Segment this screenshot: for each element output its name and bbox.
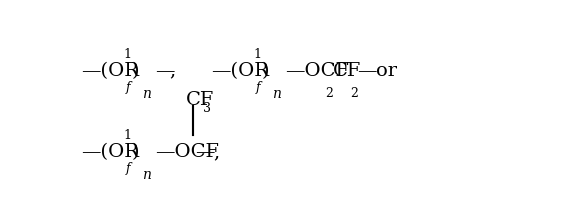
- Text: —OCF: —OCF: [285, 62, 349, 80]
- Text: or: or: [376, 62, 398, 80]
- Text: —: —: [195, 143, 215, 161]
- Text: ): ): [262, 62, 269, 80]
- Text: 1: 1: [124, 48, 132, 61]
- Text: 2: 2: [350, 87, 358, 100]
- Text: —OCF: —OCF: [155, 143, 219, 161]
- Text: ): ): [132, 143, 139, 161]
- Text: f: f: [126, 162, 131, 175]
- Text: —(OR: —(OR: [81, 62, 139, 80]
- Text: CF: CF: [186, 91, 214, 109]
- Text: —(OR: —(OR: [81, 143, 139, 161]
- Text: —: —: [358, 62, 377, 80]
- Text: —: —: [155, 62, 175, 80]
- Text: 1: 1: [124, 129, 132, 142]
- Text: 1: 1: [254, 48, 262, 61]
- Text: 2: 2: [325, 87, 333, 100]
- Text: CF: CF: [332, 62, 361, 80]
- Text: n: n: [272, 87, 280, 101]
- Text: ,: ,: [213, 143, 220, 161]
- Text: ): ): [132, 62, 139, 80]
- Text: 3: 3: [203, 103, 212, 115]
- Text: —(OR: —(OR: [211, 62, 269, 80]
- Text: f: f: [256, 81, 261, 93]
- Text: ,: ,: [169, 62, 176, 80]
- Text: f: f: [126, 81, 131, 93]
- Text: n: n: [142, 87, 150, 101]
- Text: n: n: [142, 168, 150, 182]
